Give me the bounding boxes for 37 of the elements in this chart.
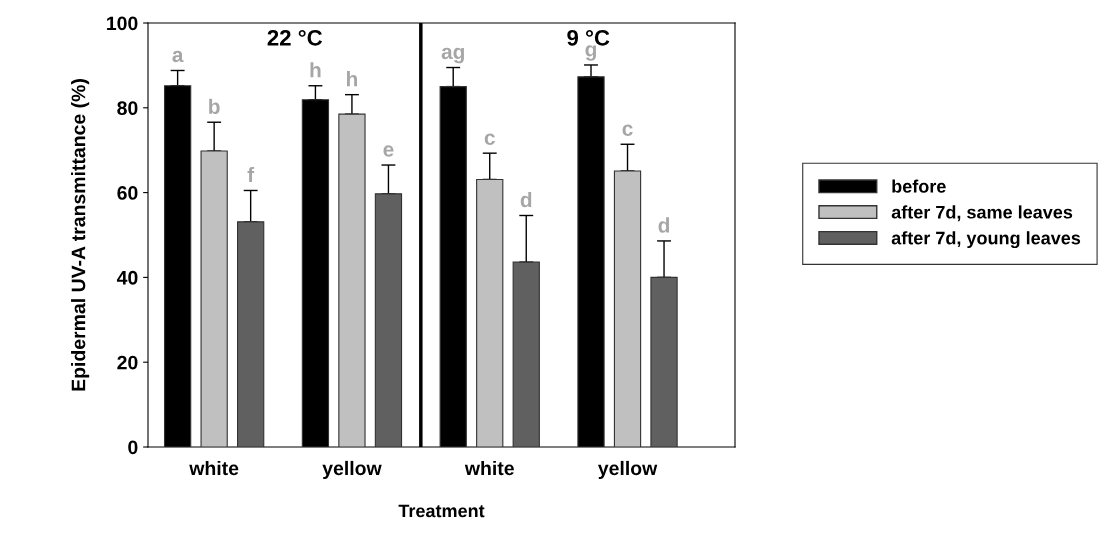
- y-tick-label: 0: [128, 440, 138, 455]
- bar: [476, 178, 504, 447]
- bar: [613, 170, 642, 447]
- legend-label: after 7d, young leaves: [891, 231, 1081, 249]
- x-tick-label: white: [189, 460, 239, 476]
- data-label: c: [622, 124, 633, 136]
- x-axis-title: Treatment: [398, 504, 485, 518]
- legend-label: after 7d, same leaves: [891, 205, 1073, 222]
- data-label: h: [310, 62, 321, 78]
- data-label: d: [520, 191, 532, 208]
- annotation: 22 °C: [267, 29, 323, 46]
- data-label: h: [347, 71, 358, 87]
- data-label: c: [484, 133, 495, 145]
- bar: [237, 221, 265, 447]
- bar: [512, 261, 540, 447]
- data-label: a: [172, 50, 184, 63]
- data-label: e: [383, 145, 394, 157]
- y-tick-label: 20: [117, 355, 138, 370]
- legend-label: before: [892, 179, 946, 193]
- annotation: 9 °C: [567, 29, 610, 46]
- data-label: ag: [441, 47, 464, 64]
- data-label: d: [658, 217, 670, 233]
- x-tick-label: yellow: [597, 460, 658, 480]
- y-tick-label: 80: [117, 101, 138, 116]
- data-label: b: [209, 98, 220, 114]
- data-label: f: [247, 166, 255, 182]
- x-tick-label: white: [464, 460, 514, 476]
- bar: [374, 193, 403, 447]
- bar: [200, 150, 228, 447]
- y-tick-label: 100: [107, 16, 138, 31]
- y-tick-label: 60: [117, 186, 138, 200]
- x-tick-label: yellow: [322, 460, 382, 480]
- bar: [338, 113, 366, 447]
- y-tick-label: 40: [116, 270, 138, 285]
- y-axis-title: Epidermal UV-A transmittance (%): [71, 79, 90, 391]
- data-label: g: [585, 45, 596, 61]
- bar: [650, 276, 678, 447]
